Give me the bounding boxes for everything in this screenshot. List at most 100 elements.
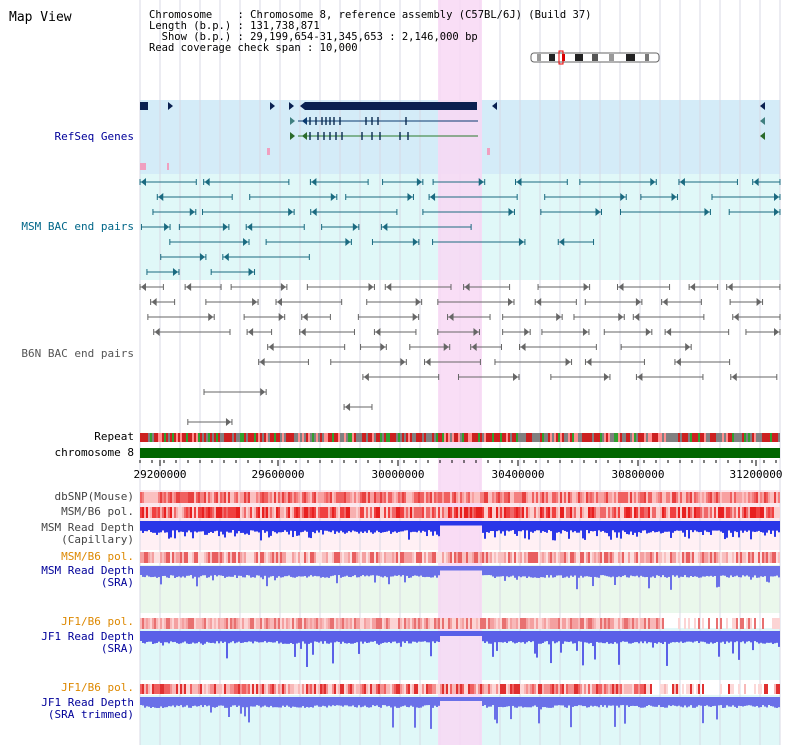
depth-bar [264, 521, 266, 533]
depth-bar [772, 631, 774, 644]
pol-mark [560, 618, 562, 629]
depth-bar [774, 697, 776, 708]
track-label-refseq[interactable]: RefSeq Genes [54, 130, 134, 143]
dbsnp-mark [320, 492, 322, 503]
track-label-msm-b6-pol-2[interactable]: MSM/B6 pol. [61, 550, 134, 563]
pol-mark [208, 684, 210, 694]
pol-mark [236, 552, 238, 563]
pol-mark [190, 618, 192, 629]
depth-bar [592, 566, 594, 587]
pol-mark [686, 552, 688, 563]
depth-bar [728, 521, 730, 531]
track-label-jf1-b6-pol-1[interactable]: JF1/B6 pol. [61, 615, 134, 628]
depth-bar [434, 697, 436, 706]
repeat-mark [392, 433, 394, 442]
pol-mark [524, 684, 526, 694]
depth-bar [556, 521, 558, 533]
dbsnp-mark [772, 492, 774, 503]
repeat-mark [682, 433, 684, 442]
repeat-mark [350, 433, 352, 442]
dbsnp-mark [678, 492, 680, 503]
ideogram-band [575, 54, 583, 61]
depth-bar [512, 697, 514, 706]
pol-mark [284, 618, 286, 629]
depth-bar [544, 631, 546, 642]
pol-mark [430, 552, 432, 563]
depth-bar [518, 566, 520, 577]
depth-bar [298, 521, 300, 536]
pol-mark [200, 684, 202, 694]
depth-bar [696, 697, 698, 707]
pol-mark [536, 618, 538, 629]
dbsnp-mark [216, 492, 218, 503]
repeat-mark [658, 433, 660, 442]
depth-bar [250, 697, 252, 707]
depth-bar [388, 566, 390, 585]
dbsnp-mark [776, 492, 778, 503]
pol-mark [430, 684, 432, 694]
pol-mark [298, 552, 300, 563]
pol-mark [734, 552, 736, 563]
pol-mark [510, 507, 512, 518]
pol-mark [522, 684, 524, 694]
pol-mark [614, 552, 616, 563]
track-label-jf1-b6-pol-2[interactable]: JF1/B6 pol. [61, 681, 134, 694]
pol-mark [184, 507, 186, 518]
track-label-msm-bac[interactable]: MSM BAC end pairs [21, 220, 134, 233]
depth-bar [442, 697, 444, 701]
depth-bar [238, 566, 240, 576]
depth-bar [220, 631, 222, 642]
pol-mark [402, 618, 404, 629]
pol-mark [478, 507, 480, 518]
pol-mark [432, 618, 434, 629]
pol-mark [668, 552, 670, 563]
depth-bar [688, 631, 690, 642]
track-label-msm-depth-cap[interactable]: MSM Read Depth (Capillary) [41, 522, 134, 546]
depth-bar [716, 566, 718, 588]
pol-mark [588, 507, 590, 518]
repeat-mark [462, 433, 464, 442]
pol-mark [474, 618, 476, 629]
track-label-b6n-bac[interactable]: B6N BAC end pairs [21, 347, 134, 360]
depth-bar [234, 697, 236, 706]
depth-bar [172, 697, 174, 706]
dbsnp-mark [234, 492, 236, 503]
pol-mark [426, 618, 428, 629]
depth-bar [772, 566, 774, 577]
depth-bar [440, 631, 442, 636]
track-label-jf1-depth-sra[interactable]: JF1 Read Depth (SRA) [41, 631, 134, 655]
depth-bar [570, 697, 572, 728]
track-label-msm-depth-sra[interactable]: MSM Read Depth (SRA) [41, 565, 134, 589]
track-label-repeat[interactable]: Repeat [94, 430, 134, 443]
repeat-mark [400, 433, 402, 442]
pol-mark [350, 618, 352, 629]
track-label-jf1-depth-trim[interactable]: JF1 Read Depth (SRA trimmed) [41, 697, 134, 721]
depth-bar [712, 697, 714, 707]
pol-mark [682, 552, 684, 563]
depth-bar [348, 521, 350, 532]
pol-mark [422, 507, 424, 518]
track-label-chromosome[interactable]: chromosome 8 [54, 446, 134, 459]
bac-arrow [671, 193, 677, 201]
depth-bar [620, 521, 622, 539]
pol-mark [248, 684, 250, 694]
depth-bar [210, 697, 212, 713]
track-label-msm-b6-pol-1[interactable]: MSM/B6 pol. [61, 505, 134, 518]
gene-block [140, 102, 148, 110]
pol-mark [448, 618, 450, 629]
dbsnp-mark [530, 492, 532, 503]
depth-bar [150, 631, 152, 642]
ideogram-band [645, 54, 649, 61]
pol-mark [734, 618, 736, 629]
depth-bar [166, 566, 168, 578]
pol-mark [726, 552, 728, 563]
depth-bar [358, 521, 360, 534]
dbsnp-mark [534, 492, 536, 503]
track-label-dbsnp[interactable]: dbSNP(Mouse) [54, 490, 134, 503]
pol-mark [670, 552, 672, 563]
pol-mark [640, 684, 642, 694]
pol-mark [772, 552, 774, 563]
pol-mark [486, 618, 488, 629]
pol-mark [180, 684, 182, 694]
